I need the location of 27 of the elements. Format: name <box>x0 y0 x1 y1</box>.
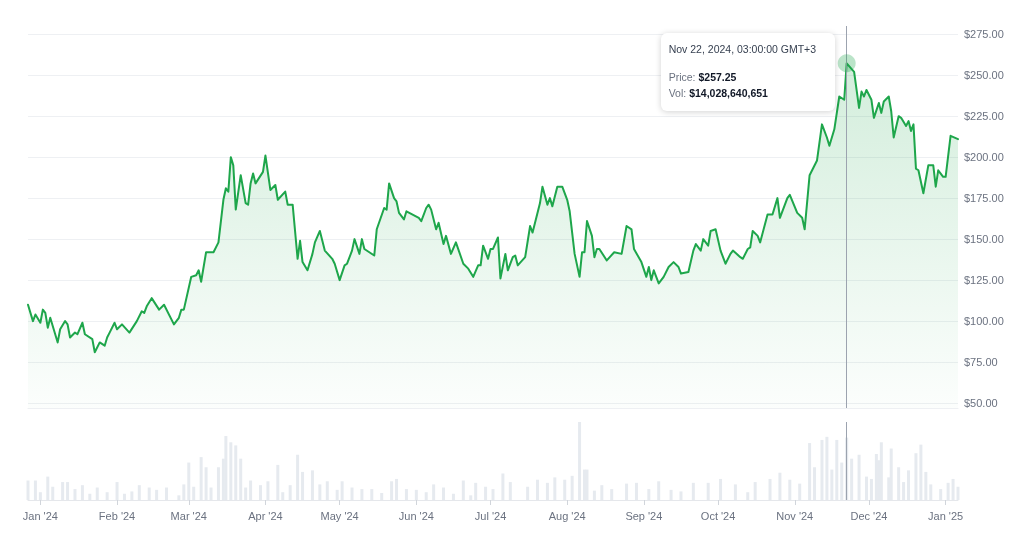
y-tick-label: $250.00 <box>964 69 1004 82</box>
y-tick-label: $175.00 <box>964 192 1004 205</box>
x-tick-label: Sep '24 <box>625 509 663 522</box>
x-tick-label: Aug '24 <box>548 509 586 522</box>
annotation: Vol: $14,028,640,651 <box>668 87 768 100</box>
y-tick-label: $50.00 <box>964 397 998 410</box>
x-tick-label: May '24 <box>320 509 359 522</box>
y-tick-label: $200.00 <box>964 151 1004 164</box>
annotation: Price: $257.25 <box>668 71 737 84</box>
x-tick-label: Jan '24 <box>22 509 58 522</box>
y-tick-label: $275.00 <box>964 28 1004 41</box>
x-tick-label: Jul '24 <box>474 509 507 522</box>
x-tick-label: Nov '24 <box>776 509 814 522</box>
x-tick-label: Dec '24 <box>850 509 888 522</box>
tooltip-card: Nov 22, 2024, 03:00:00 GMT+3 Price: $257.25 Vol: $14,028,640,651 <box>660 33 835 112</box>
x-tick-label: Feb '24 <box>98 509 136 522</box>
x-tick-label: Jun '24 <box>398 509 434 522</box>
y-tick-label: $225.00 <box>964 110 1004 123</box>
x-tick-label: Mar '24 <box>170 509 207 522</box>
y-tick-label: $150.00 <box>964 233 1004 246</box>
y-tick-label: $125.00 <box>964 274 1004 287</box>
x-tick-label: Oct '24 <box>700 509 736 522</box>
annotation: Nov 22, 2024, 03:00:00 GMT+3 <box>668 42 818 58</box>
x-tick-label: Jan '25 <box>928 509 964 522</box>
y-tick-label: $75.00 <box>964 356 998 369</box>
x-tick-label: Apr '24 <box>248 509 283 522</box>
y-tick-label: $100.00 <box>964 315 1004 328</box>
